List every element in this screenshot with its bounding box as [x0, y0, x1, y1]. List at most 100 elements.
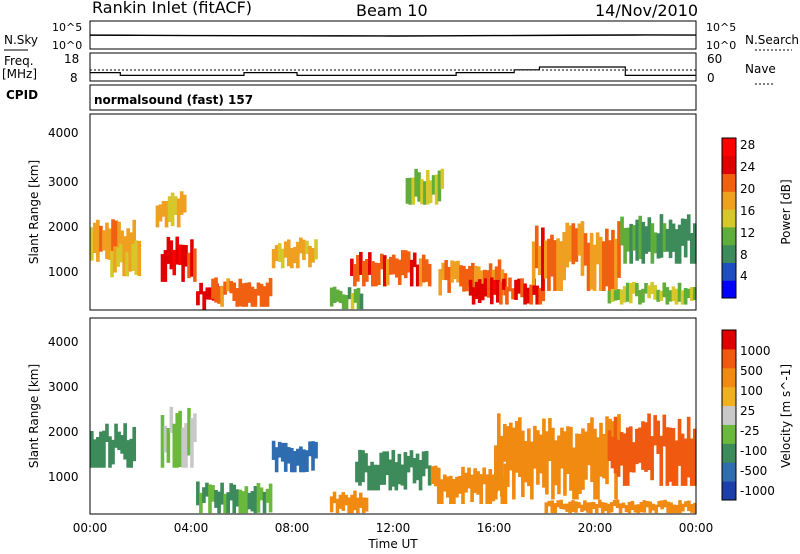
time-tick-1: 04:00: [174, 521, 209, 535]
velocity-cell: [415, 453, 420, 481]
power-cell: [208, 287, 213, 300]
velocity-cell: [641, 421, 645, 470]
power-cell: [289, 248, 294, 269]
noise-left-tick-bottom: 10^0: [52, 39, 82, 52]
velocity-cell: [547, 500, 552, 507]
velocity-cell: [600, 502, 605, 514]
velocity-cell: [575, 433, 579, 500]
vel-cbar-swatch: [722, 330, 736, 350]
power-cell: [683, 218, 688, 258]
power-cell: [341, 294, 346, 310]
power-cell: [535, 285, 540, 305]
vel-cbar-swatch: [722, 462, 736, 482]
power-cell: [586, 242, 591, 291]
power-cell: [179, 191, 184, 215]
velocity-cell: [666, 501, 670, 514]
power-cell: [571, 223, 576, 265]
power-cell: [163, 250, 168, 282]
noise-right-tick-bottom: 10^0: [706, 39, 736, 52]
velocity-cell: [96, 436, 100, 468]
power-cell: [182, 194, 187, 213]
power-cbar-tick-24: 24: [740, 160, 755, 174]
cpid-frame: [89, 84, 697, 111]
power-cell: [626, 227, 630, 252]
power-cell: [434, 174, 439, 205]
power-cell: [137, 240, 142, 277]
velocity-cell: [178, 410, 182, 468]
power-cell: [250, 286, 255, 307]
power-cell: [577, 223, 582, 256]
velocity-cell: [332, 491, 337, 504]
freq-frame: [89, 52, 697, 82]
power-panel: 4000 3000 2000 1000 Slant Range [km] 28 …: [27, 113, 793, 311]
velocity-cell: [355, 461, 359, 483]
velocity-cell: [175, 413, 179, 468]
velocity-cell: [247, 492, 252, 510]
power-cell: [385, 259, 390, 286]
velocity-cell: [692, 428, 697, 486]
power-cell: [175, 236, 179, 265]
power-cell: [544, 240, 548, 279]
power-cell: [280, 248, 285, 269]
velocity-cell: [277, 441, 282, 458]
power-cell: [155, 205, 160, 228]
time-tick-4: 16:00: [477, 521, 512, 535]
power-cell: [286, 239, 291, 267]
vel-cbar-swatch: [722, 481, 736, 501]
velocity-cell: [632, 442, 636, 473]
power-ylabel: Slant Range [km]: [27, 160, 41, 264]
power-cell: [489, 277, 494, 305]
velocity-cell: [488, 469, 493, 505]
power-cbar-swatch: [722, 191, 736, 210]
power-cell: [683, 288, 688, 305]
velocity-cell: [527, 428, 531, 487]
velocity-ytick-1000: 1000: [48, 470, 79, 484]
velocity-cell: [596, 437, 600, 500]
power-cell: [108, 228, 112, 260]
power-cell: [353, 264, 357, 287]
power-cell: [499, 281, 503, 305]
freq-line: [90, 66, 696, 76]
power-cell: [644, 282, 648, 294]
velocity-cell: [280, 442, 285, 462]
power-cell: [680, 218, 685, 246]
power-cell: [686, 288, 691, 299]
power-cell: [662, 223, 667, 252]
velocity-cell: [638, 427, 642, 463]
velocity-cell: [283, 442, 288, 472]
power-cell: [388, 256, 393, 275]
power-cell: [256, 282, 261, 296]
power-cell: [335, 289, 340, 302]
velocity-cell: [518, 417, 522, 478]
velocity-cell: [467, 467, 471, 489]
power-cell: [653, 232, 658, 254]
velocity-cell: [548, 418, 552, 462]
power-cell: [531, 241, 536, 286]
velocity-cell: [205, 482, 209, 497]
power-cell: [635, 219, 640, 261]
velocity-cell: [627, 501, 632, 514]
power-cell: [114, 220, 118, 251]
vel-cbar-tick-neg100: -100: [740, 444, 767, 458]
power-cell: [380, 253, 384, 270]
velocity-cell: [356, 497, 360, 514]
velocity-cell: [642, 500, 647, 513]
velocity-cell: [163, 425, 168, 453]
velocity-cell: [515, 421, 519, 473]
vel-cbar-frame: [721, 329, 737, 501]
power-cell: [583, 233, 588, 266]
power-cell: [502, 278, 506, 290]
velocity-cell: [458, 475, 462, 494]
vel-cbar-swatch: [722, 405, 736, 425]
noise-panel: N.Sky 10^5 10^0 10^5 10^0 N.Search: [4, 20, 799, 52]
velocity-cell: [607, 430, 612, 461]
power-cell: [391, 254, 396, 275]
freq-left-label-1: Freq.: [4, 54, 34, 68]
power-cell: [659, 214, 664, 258]
power-cell: [403, 250, 408, 279]
power-cell: [488, 263, 493, 278]
velocity-cell: [560, 427, 564, 469]
velocity-cell: [599, 422, 603, 477]
power-cell: [169, 240, 174, 270]
velocity-cell: [553, 503, 557, 514]
